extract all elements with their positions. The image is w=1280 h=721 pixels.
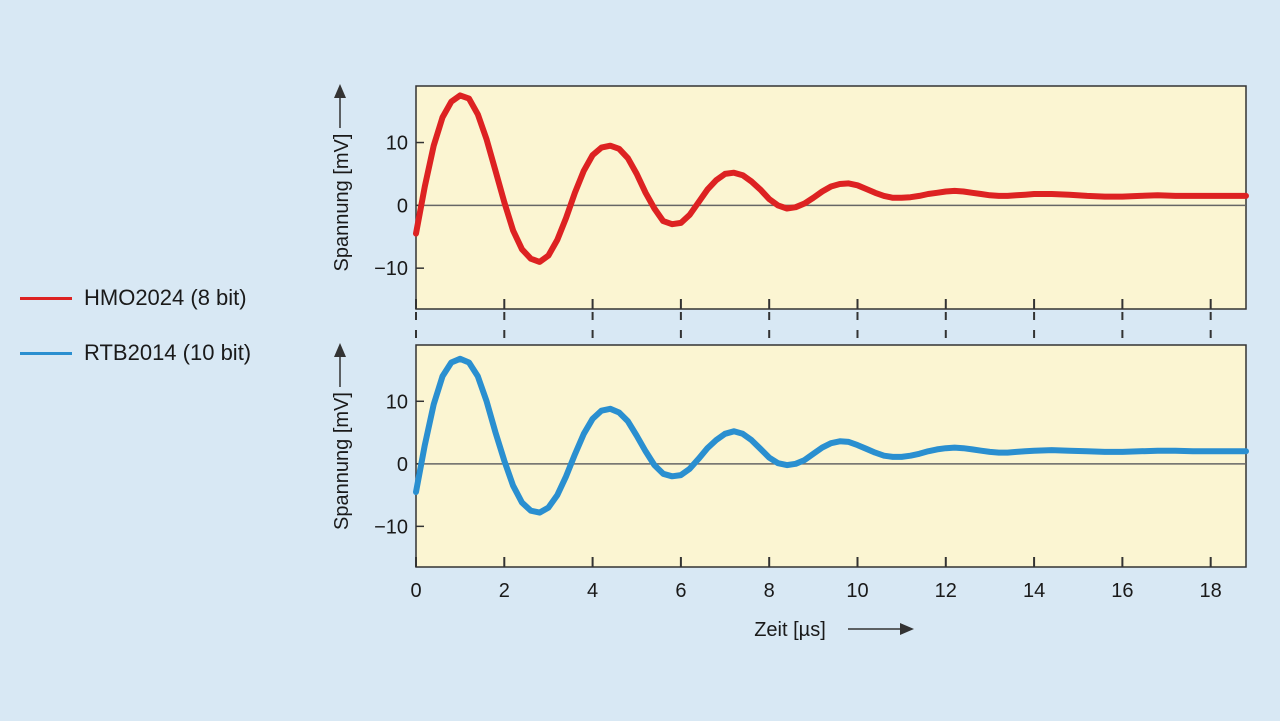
x-tick-label: 18 xyxy=(1200,580,1222,602)
y-axis-label-bottom: Spannung [mV] xyxy=(331,392,353,530)
y-axis-arrowhead-top xyxy=(334,84,346,98)
x-tick-label: 2 xyxy=(499,580,510,602)
legend-swatch-hmo xyxy=(20,296,72,300)
series-line-top xyxy=(413,92,1249,265)
y-tick-label-top: 0 xyxy=(397,195,408,217)
y-tick-label-top: −10 xyxy=(374,258,408,280)
x-tick-label: 14 xyxy=(1023,580,1045,602)
x-tick-label: 4 xyxy=(587,580,598,602)
legend-label-rtb: RTB2014 (10 bit) xyxy=(84,340,252,365)
legend-swatch-rtb xyxy=(20,351,72,355)
y-tick-label-bottom: 0 xyxy=(397,454,408,476)
y-axis-label-top: Spannung [mV] xyxy=(331,134,353,272)
x-axis-arrowhead xyxy=(900,623,914,635)
x-tick-label: 0 xyxy=(410,580,421,602)
y-axis-arrowhead-bottom xyxy=(334,343,346,357)
plot-area-bottom xyxy=(415,344,1247,568)
series-line-bottom xyxy=(413,355,1249,516)
legend-label-hmo: HMO2024 (8 bit) xyxy=(84,285,247,310)
y-tick-label-bottom: −10 xyxy=(374,516,408,538)
y-tick-label-bottom: 10 xyxy=(386,391,408,413)
x-tick-label: 10 xyxy=(846,580,868,602)
x-tick-label: 6 xyxy=(675,580,686,602)
x-tick-label: 12 xyxy=(935,580,957,602)
x-tick-label: 16 xyxy=(1111,580,1133,602)
panel-top: −10 0 10 Spannung [mV] xyxy=(331,84,1249,310)
legend-item-hmo: HMO2024 (8 bit) xyxy=(20,285,247,311)
legend-item-rtb: RTB2014 (10 bit) xyxy=(20,340,251,366)
panel-bottom: −10 0 10 Spannung [mV] xyxy=(331,343,1249,568)
x-tick-label: 8 xyxy=(764,580,775,602)
x-axis-label: Zeit [µs] xyxy=(754,619,826,641)
y-tick-label-top: 10 xyxy=(386,133,408,155)
